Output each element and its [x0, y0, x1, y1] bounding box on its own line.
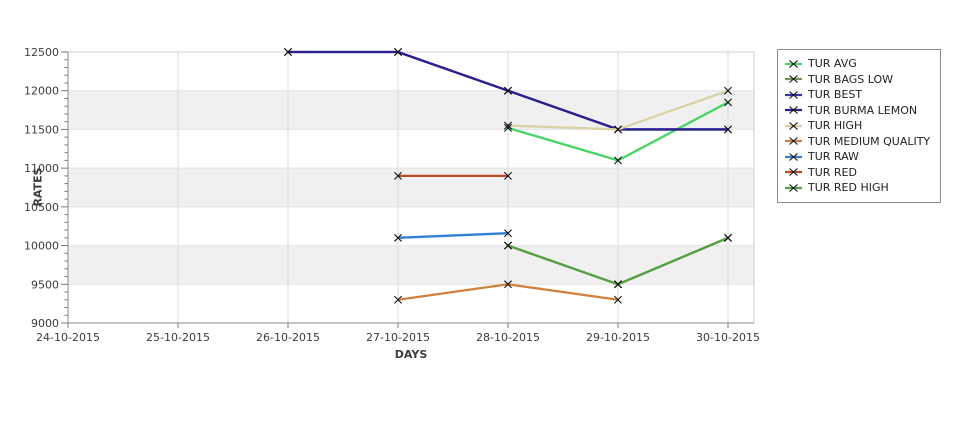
x-tick-label: 27-10-2015 [366, 331, 430, 344]
x-tick-label: 24-10-2015 [36, 331, 100, 344]
legend-marker-icon [785, 75, 802, 84]
legend-marker-icon [785, 121, 802, 130]
legend-label: TUR MEDIUM QUALITY [808, 134, 931, 148]
legend-marker-icon [785, 137, 802, 146]
legend-item-tur-raw[interactable]: TUR RAW [785, 149, 930, 165]
legend-label: TUR HIGH [808, 119, 863, 133]
y-tick-label: 10500 [24, 201, 59, 214]
data-point-marker [724, 98, 732, 107]
data-point-marker [394, 233, 402, 242]
y-tick-label: 9000 [31, 317, 59, 330]
legend-item-tur-best[interactable]: TUR BEST [785, 87, 930, 103]
data-point-marker [614, 295, 622, 304]
legend-marker-icon [785, 90, 802, 99]
plot-band [68, 168, 754, 207]
series-line-TUR-RAW [397, 232, 509, 239]
x-axis-title: DAYS [394, 348, 428, 361]
legend-marker-icon [785, 183, 802, 192]
y-tick-label: 11000 [24, 162, 59, 175]
data-point-marker [504, 229, 512, 238]
data-point-marker [504, 241, 512, 250]
x-tick-label: 26-10-2015 [256, 331, 320, 344]
legend-label: TUR RAW [808, 150, 859, 164]
legend-label: TUR RED [808, 165, 857, 179]
data-point-marker [394, 171, 402, 180]
legend-item-tur-red[interactable]: TUR RED [785, 165, 930, 181]
data-point-marker [504, 280, 512, 289]
legend-marker-icon [785, 59, 802, 68]
legend-box: TUR AVG TUR BAGS LOW TUR BEST TUR BURMA LEM… [777, 49, 942, 203]
plot-band [68, 245, 754, 285]
data-point-marker [614, 156, 622, 165]
data-point-marker [614, 280, 622, 289]
data-point-marker [504, 121, 512, 130]
y-tick-label: 12500 [24, 46, 59, 59]
legend-item-tur-bags-low[interactable]: TUR BAGS LOW [785, 72, 930, 88]
legend-label: TUR BEST [808, 88, 863, 102]
data-point-marker [724, 86, 732, 95]
data-point-marker [394, 48, 402, 56]
data-point-marker [504, 86, 512, 95]
legend-item-tur-burma-lemon[interactable]: TUR BURMA LEMON [785, 103, 930, 119]
legend-marker-icon [785, 106, 802, 115]
data-point-marker [504, 171, 512, 180]
legend-item-tur-medium-quality[interactable]: TUR MEDIUM QUALITY [785, 134, 930, 150]
legend-marker-icon [785, 152, 802, 161]
x-tick-label: 30-10-2015 [696, 331, 760, 344]
data-point-marker [394, 295, 402, 304]
legend-item-tur-red-high[interactable]: TUR RED HIGH [785, 180, 930, 196]
legend-label: TUR RED HIGH [808, 181, 889, 195]
legend-label: TUR BAGS LOW [808, 72, 894, 86]
legend-marker-icon [785, 168, 802, 177]
data-point-marker [724, 125, 732, 134]
plot-band [68, 90, 754, 130]
data-point-marker [284, 48, 292, 56]
data-point-marker [504, 123, 512, 132]
y-axis-title: RATES [31, 167, 45, 207]
y-tick-label: 9500 [31, 278, 59, 291]
y-tick-label: 12000 [24, 85, 59, 98]
data-point-marker [724, 233, 732, 242]
data-point-marker [614, 125, 622, 134]
x-tick-label: 25-10-2015 [146, 331, 210, 344]
x-tick-label: 29-10-2015 [586, 331, 650, 344]
legend-item-tur-high[interactable]: TUR HIGH [785, 118, 930, 134]
y-tick-label: 10000 [24, 240, 59, 253]
legend-label: TUR AVG [808, 57, 857, 71]
y-tick-label: 11500 [24, 123, 59, 136]
x-tick-label: 28-10-2015 [476, 331, 540, 344]
legend-item-tur-avg[interactable]: TUR AVG [785, 56, 930, 72]
legend-label: TUR BURMA LEMON [808, 103, 918, 117]
